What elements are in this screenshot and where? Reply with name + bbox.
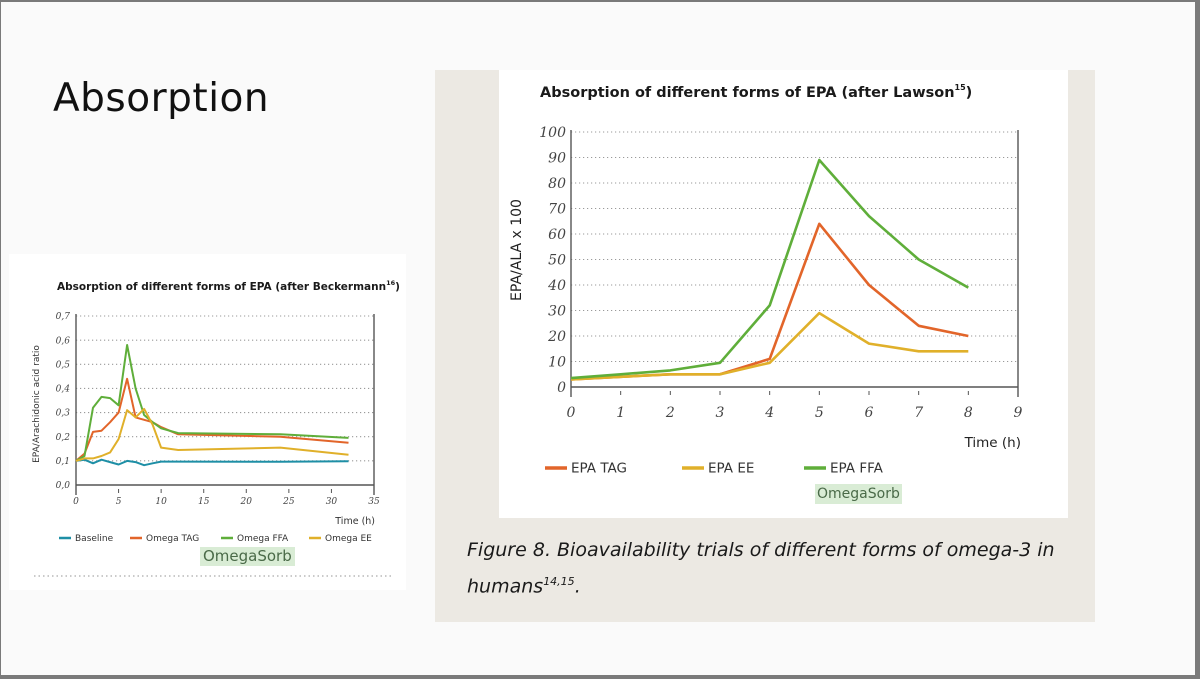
x-tick-label: 30	[326, 497, 338, 507]
y-axis-label: EPA/Arachidonic acid ratio	[32, 345, 42, 463]
y-tick-label: 0,3	[56, 409, 71, 419]
legend-label: EPA FFA	[830, 461, 884, 477]
y-tick-label: 0,6	[56, 336, 71, 346]
y-tick-label: 20	[547, 329, 566, 345]
y-tick-label: 80	[548, 176, 566, 192]
y-tick-label: 90	[548, 150, 566, 166]
chart-title: Absorption of different forms of EPA (af…	[57, 279, 400, 293]
y-tick-label: 60	[548, 227, 566, 243]
beckermann-chart: Absorption of different forms of EPA (af…	[32, 279, 400, 577]
series-line-epa-ffa	[570, 158, 969, 380]
legend-item: Omega TAG	[130, 534, 199, 544]
legend-item: Omega FFA	[221, 534, 289, 544]
omegasorb-badge: OmegaSorb	[815, 484, 902, 504]
x-tick-label: 20	[240, 497, 253, 507]
legend-item: EPA FFA	[804, 461, 884, 477]
y-axis-label: EPA/ALA x 100	[509, 199, 525, 301]
x-tick-label: 2	[665, 405, 675, 421]
y-tick-label: 0	[557, 380, 566, 396]
y-tick-label: 70	[548, 201, 566, 217]
y-tick-label: 10	[548, 354, 566, 370]
x-tick-label: 7	[914, 405, 923, 421]
x-tick-label: 3	[716, 405, 725, 421]
series-line-omega-ffa	[75, 344, 349, 462]
x-tick-label: 0	[567, 405, 576, 421]
x-tick-label: 0	[73, 497, 79, 507]
lawson-chart-card: Absorption of different forms of EPA (af…	[499, 70, 1068, 518]
y-tick-label: 0,7	[56, 312, 71, 322]
series-line-epa-ee	[570, 311, 969, 381]
legend-item: EPA TAG	[545, 461, 627, 477]
legend-item: EPA EE	[682, 461, 754, 477]
y-tick-label: 40	[547, 278, 566, 294]
legend-label: Omega EE	[325, 534, 372, 544]
legend-label: Omega FFA	[237, 534, 289, 544]
x-tick-label: 35	[368, 497, 380, 507]
legend-label: EPA TAG	[571, 461, 627, 477]
y-tick-label: 50	[548, 252, 566, 268]
legend-label: Baseline	[75, 534, 114, 544]
y-tick-label: 0,2	[56, 433, 71, 443]
y-tick-label: 0,5	[56, 360, 71, 370]
y-tick-label: 100	[539, 125, 566, 141]
slide-title: Absorption	[53, 76, 270, 121]
y-tick-label: 0,0	[56, 481, 71, 491]
x-tick-label: 1	[616, 405, 625, 421]
y-tick-label: 0,1	[56, 457, 70, 467]
y-tick-label: 30	[548, 303, 566, 319]
x-tick-label: 4	[764, 405, 774, 421]
x-tick-label: 15	[198, 497, 210, 507]
x-tick-label: 6	[865, 405, 874, 421]
x-tick-label: 10	[155, 497, 167, 507]
caption-superscript: 14,15	[543, 575, 575, 588]
series-line-omega-ee	[75, 407, 349, 462]
series-line-baseline	[75, 458, 349, 467]
x-tick-label: 8	[964, 405, 973, 421]
figure-caption: Figure 8. Bioavailability trials of diff…	[467, 539, 1055, 598]
legend-label: EPA EE	[708, 461, 754, 477]
beckermann-chart-card: Absorption of different forms of EPA (af…	[9, 254, 406, 590]
legend-item: Omega EE	[309, 534, 372, 544]
y-tick-label: 0,4	[56, 385, 71, 395]
x-tick-label: 5	[116, 497, 122, 507]
x-tick-label: 25	[282, 497, 295, 507]
x-axis-label: Time (h)	[334, 516, 375, 527]
x-axis-label: Time (h)	[964, 435, 1021, 451]
legend-item: Baseline	[59, 534, 114, 544]
chart-title: Absorption of different forms of EPA (af…	[540, 83, 972, 101]
lawson-chart: Absorption of different forms of EPA (af…	[509, 83, 1023, 477]
omegasorb-badge: OmegaSorb	[200, 547, 295, 566]
x-tick-label: 9	[1014, 405, 1023, 421]
x-tick-label: 5	[815, 405, 824, 421]
caption-text: Figure 8. Bioavailability trials of diff…	[467, 539, 1055, 598]
legend-label: Omega TAG	[146, 534, 199, 544]
